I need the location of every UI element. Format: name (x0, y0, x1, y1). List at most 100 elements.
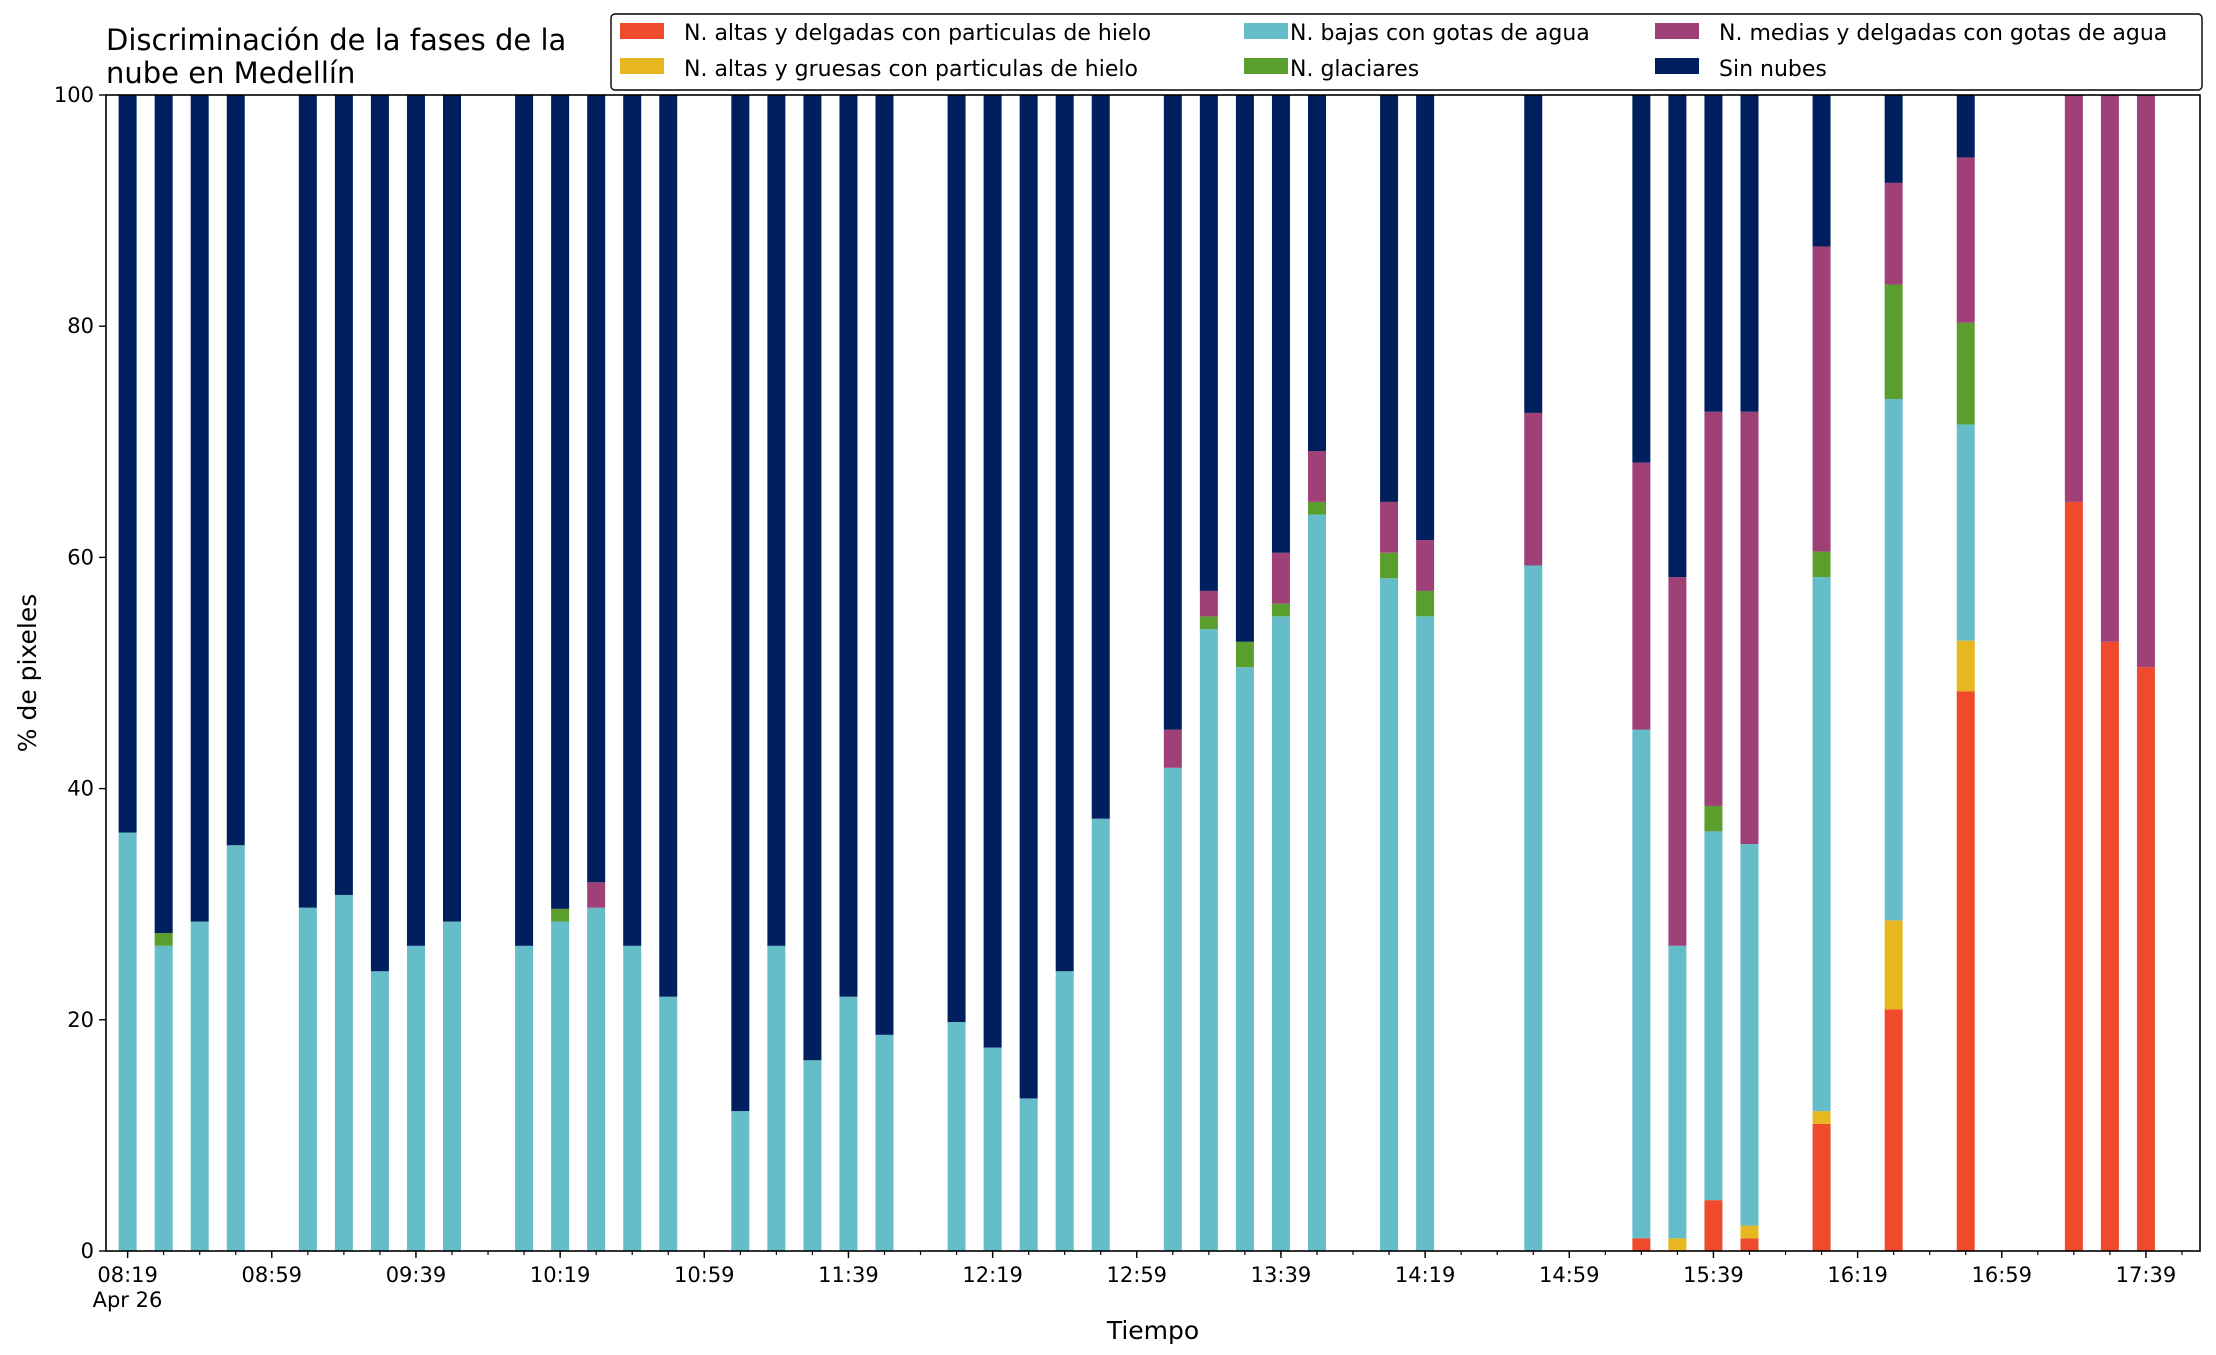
bar-stack (1199, 95, 1218, 1251)
bar-segment-bajas-agua (1668, 945, 1687, 1239)
bar-stack (659, 95, 678, 1251)
bar-stack (1812, 95, 1831, 1251)
bar-segment-bajas-agua (154, 945, 173, 1251)
bar-segment-altas-delgadas-hielo (1812, 1123, 1831, 1251)
bar-segment-sin-nubes (334, 95, 353, 895)
bar-segment-bajas-agua (1019, 1098, 1038, 1251)
bar-segment-glaciares (1812, 551, 1831, 578)
bar-segment-sin-nubes (1704, 95, 1723, 412)
bar-segment-bajas-agua (659, 996, 678, 1251)
bar-stack (551, 95, 570, 1251)
bar-segment-bajas-agua (623, 945, 642, 1251)
bar-stack (226, 95, 245, 1251)
bar-stack (154, 95, 173, 1251)
bar-segment-bajas-agua (875, 1034, 894, 1251)
bar-segment-bajas-agua (334, 894, 353, 1251)
bar-stack (370, 95, 389, 1251)
legend-label-bajas-agua: N. bajas con gotas de agua (1290, 21, 1590, 46)
bar-segment-medias-delgadas-agua (1199, 590, 1218, 617)
bar-stack (839, 95, 858, 1251)
bar-segment-sin-nubes (767, 95, 786, 946)
bar-segment-bajas-agua (983, 1047, 1002, 1251)
bar-segment-bajas-agua (298, 907, 317, 1251)
bar-segment-medias-delgadas-agua (1380, 501, 1399, 553)
bar-segment-bajas-agua (1740, 844, 1759, 1226)
bar-stack (1632, 95, 1651, 1251)
bar-segment-altas-gruesas-hielo (1812, 1111, 1831, 1124)
bar-segment-sin-nubes (1632, 95, 1651, 463)
bar-stack (875, 95, 894, 1251)
bar-segment-sin-nubes (1380, 95, 1399, 502)
legend: N. altas y delgadas con particulas de hi… (610, 13, 2203, 91)
bar-segment-bajas-agua (1632, 729, 1651, 1239)
y-tick-label: 40 (67, 777, 94, 801)
bar-stack (983, 95, 1002, 1251)
bar-segment-bajas-agua (587, 907, 606, 1251)
bar-segment-altas-delgadas-hielo (2100, 641, 2119, 1251)
bar-segment-sin-nubes (298, 95, 317, 908)
bar-segment-sin-nubes (226, 95, 245, 846)
x-axis-title: Tiempo (1106, 1316, 1199, 1345)
x-tick-label: 12:59 (1107, 1263, 1168, 1287)
bar-segment-bajas-agua (406, 945, 425, 1251)
bar-stack (1380, 95, 1399, 1251)
x-tick-label: 17:39 (2116, 1263, 2177, 1287)
legend-label-altas-delgadas-hielo: N. altas y delgadas con particulas de hi… (684, 21, 1151, 46)
y-tick-label: 100 (54, 83, 94, 107)
bar-segment-altas-delgadas-hielo (2136, 667, 2155, 1251)
bar-segment-glaciares (1380, 552, 1399, 579)
bar-segment-altas-gruesas-hielo (1884, 920, 1903, 1010)
bar-segment-sin-nubes (731, 95, 750, 1112)
bar-segment-medias-delgadas-agua (2064, 95, 2083, 502)
bar-segment-medias-delgadas-agua (1740, 411, 1759, 845)
bar-stack (1956, 95, 1975, 1251)
bar-stack (587, 95, 606, 1251)
bar-segment-medias-delgadas-agua (1668, 577, 1687, 946)
x-tick-label: 16:59 (1972, 1263, 2033, 1287)
x-tick-label: 16:19 (1827, 1263, 1888, 1287)
bar-segment-bajas-agua (1524, 565, 1543, 1251)
bar-segment-sin-nubes (118, 95, 137, 833)
x-tick-label: 13:39 (1251, 1263, 1312, 1287)
bar-segment-sin-nubes (154, 95, 173, 934)
bar-segment-medias-delgadas-agua (1956, 157, 1975, 323)
legend-swatch-medias-delgadas-agua (1655, 23, 1699, 39)
legend-swatch-sin-nubes (1655, 58, 1699, 74)
bar-segment-sin-nubes (1668, 95, 1687, 578)
bar-segment-bajas-agua (1199, 629, 1218, 1251)
x-tick-label: 11:39 (818, 1263, 879, 1287)
bar-stack (1740, 95, 1759, 1251)
x-tick-label: 14:19 (1395, 1263, 1456, 1287)
bar-segment-glaciares (1704, 805, 1723, 832)
bar-segment-sin-nubes (983, 95, 1002, 1048)
bar-segment-bajas-agua (551, 921, 570, 1251)
bar-segment-sin-nubes (1163, 95, 1182, 730)
bar-segment-sin-nubes (1235, 95, 1254, 642)
bar-segment-medias-delgadas-agua (1271, 552, 1290, 604)
bar-segment-bajas-agua (1704, 831, 1723, 1201)
x-tick-label: 09:39 (386, 1263, 447, 1287)
x-tick-label: 14:59 (1539, 1263, 1600, 1287)
bar-segment-medias-delgadas-agua (2136, 95, 2155, 668)
x-tick-label: 08:59 (242, 1263, 303, 1287)
x-tick-label: 10:19 (530, 1263, 591, 1287)
y-tick-label: 60 (67, 545, 94, 569)
bar-segment-sin-nubes (1055, 95, 1074, 972)
bar-segment-sin-nubes (659, 95, 678, 997)
bar-segment-bajas-agua (1307, 514, 1326, 1251)
bar-segment-sin-nubes (515, 95, 534, 946)
bar-segment-altas-gruesas-hielo (1740, 1225, 1759, 1239)
legend-frame (610, 13, 2203, 91)
bar-stack (1416, 95, 1435, 1251)
bar-segment-glaciares (551, 908, 570, 922)
bar-stack (2136, 95, 2155, 1251)
bar-segment-bajas-agua (1812, 577, 1831, 1112)
bar-segment-medias-delgadas-agua (1884, 182, 1903, 285)
x-tick-label: 08:19 (97, 1263, 158, 1287)
bar-stack (2064, 95, 2083, 1251)
bar-segment-sin-nubes (1812, 95, 1831, 247)
bar-segment-glaciares (1235, 641, 1254, 668)
bar-stack (298, 95, 317, 1251)
